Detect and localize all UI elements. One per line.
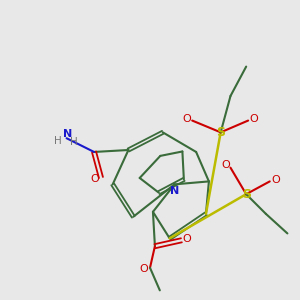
Text: O: O — [182, 234, 191, 244]
Text: S: S — [216, 126, 225, 139]
Text: O: O — [139, 264, 148, 274]
Text: O: O — [91, 174, 99, 184]
Text: H: H — [70, 137, 78, 147]
Text: N: N — [63, 129, 73, 139]
Text: O: O — [250, 114, 258, 124]
Text: S: S — [242, 188, 251, 201]
Text: N: N — [170, 186, 179, 196]
Text: H: H — [55, 136, 62, 146]
Text: O: O — [272, 175, 280, 185]
Text: O: O — [182, 114, 191, 124]
Text: O: O — [222, 160, 230, 170]
